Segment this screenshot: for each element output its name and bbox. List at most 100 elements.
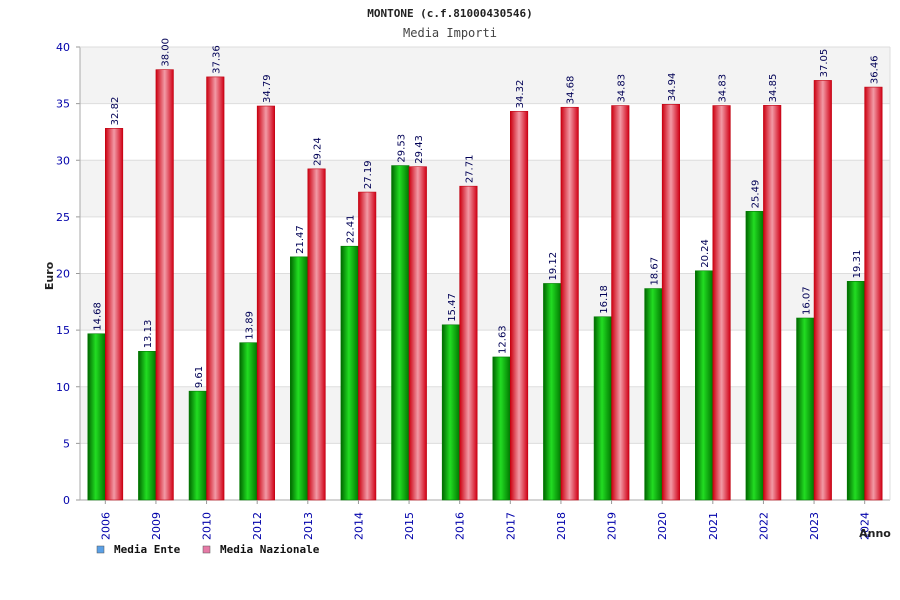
bar-media-ente — [745, 211, 764, 501]
bar-media-nazionale — [307, 168, 326, 501]
x-tick-label: 2015 — [403, 512, 416, 540]
bar-media-ente — [644, 288, 663, 501]
bar-media-nazionale — [256, 105, 275, 501]
x-axis-label: Anno — [859, 527, 891, 540]
bar-media-ente — [138, 351, 157, 501]
bar-media-ente — [695, 270, 714, 501]
data-label-media-ente: 9.61 — [194, 366, 205, 388]
y-tick-label: 15 — [56, 324, 70, 337]
bar-media-ente — [340, 245, 359, 501]
bar-media-ente — [593, 316, 612, 501]
bar-media-ente — [846, 281, 865, 501]
chart-title: MONTONE (c.f.81000430546) — [367, 7, 533, 20]
bar-media-nazionale — [105, 128, 124, 501]
data-label-media-nazionale: 34.32 — [515, 80, 526, 109]
bar-media-ente — [492, 356, 511, 501]
bar-media-nazionale — [864, 86, 883, 501]
legend: Media Ente Media Nazionale — [96, 543, 320, 556]
chart-subtitle: Media Importi — [403, 26, 497, 40]
data-label-media-nazionale: 34.83 — [616, 74, 627, 103]
bar-media-ente — [441, 324, 460, 501]
data-label-media-nazionale: 37.36 — [211, 45, 222, 74]
data-label-media-nazionale: 38.00 — [161, 38, 172, 67]
x-tick-label: 2014 — [352, 512, 365, 540]
x-tick-label: 2017 — [504, 512, 517, 540]
bar-media-ente — [290, 256, 309, 501]
x-tick-label: 2021 — [707, 512, 720, 540]
bar-media-ente — [543, 283, 562, 501]
x-tick-label: 2006 — [99, 512, 112, 540]
data-label-media-ente: 20.24 — [700, 239, 711, 268]
bar-media-ente — [796, 317, 815, 501]
x-tick-label: 2013 — [302, 512, 315, 540]
data-label-media-nazionale: 34.85 — [768, 74, 779, 103]
bar-media-nazionale — [560, 106, 579, 501]
x-tick-label: 2012 — [251, 512, 264, 540]
data-label-media-ente: 19.31 — [852, 250, 863, 279]
data-label-media-nazionale: 27.19 — [363, 160, 374, 189]
plot-area: 0 5 10 15 20 25 30 35 40 14.68 32.82 2006 13.13 38.00… — [56, 38, 891, 540]
y-tick-label: 35 — [56, 98, 70, 111]
x-tick-label: 2022 — [757, 512, 770, 540]
data-label-media-ente: 16.18 — [599, 285, 610, 314]
data-label-media-nazionale: 36.46 — [869, 55, 880, 84]
bar-media-nazionale — [155, 69, 174, 501]
bar-media-nazionale — [611, 105, 630, 501]
data-label-media-ente: 12.63 — [498, 325, 509, 354]
y-tick-label: 20 — [56, 268, 70, 281]
data-label-media-nazionale: 34.68 — [566, 76, 577, 105]
x-tick-label: 2024 — [859, 512, 872, 540]
bar-media-nazionale — [661, 104, 680, 501]
y-tick-label: 0 — [63, 494, 70, 507]
bar-media-ente — [188, 390, 207, 501]
data-label-media-ente: 21.47 — [295, 225, 306, 254]
data-label-media-ente: 19.12 — [548, 252, 559, 281]
bar-media-ente — [87, 333, 106, 501]
data-label-media-ente: 18.67 — [649, 257, 660, 286]
bar-media-nazionale — [459, 185, 478, 501]
y-axis-label: Euro — [43, 261, 56, 290]
x-tick-label: 2020 — [656, 512, 669, 540]
data-label-media-ente: 13.13 — [143, 320, 154, 349]
legend-swatch-media-nazionale — [202, 545, 211, 554]
data-label-media-nazionale: 37.05 — [819, 49, 830, 78]
data-label-media-ente: 22.41 — [346, 215, 357, 244]
data-label-media-nazionale: 29.24 — [313, 137, 324, 166]
bar-media-nazionale — [510, 111, 529, 501]
y-tick-label: 5 — [63, 437, 70, 450]
data-label-media-ente: 29.53 — [396, 134, 407, 163]
y-tick-label: 40 — [56, 41, 70, 54]
bar-media-nazionale — [408, 166, 427, 501]
y-tick-label: 30 — [56, 154, 70, 167]
bar-media-nazionale — [813, 80, 832, 501]
data-label-media-nazionale: 29.43 — [414, 135, 425, 164]
bar-media-nazionale — [763, 105, 782, 501]
bar-media-nazionale — [358, 191, 377, 501]
legend-label-media-nazionale: Media Nazionale — [220, 543, 320, 556]
data-label-media-nazionale: 34.94 — [667, 73, 678, 102]
data-label-media-ente: 13.89 — [244, 311, 255, 340]
data-label-media-ente: 14.68 — [93, 302, 104, 331]
data-label-media-ente: 25.49 — [751, 180, 762, 209]
bar-media-ente — [239, 342, 258, 501]
x-tick-label: 2019 — [606, 512, 619, 540]
x-tick-label: 2016 — [454, 512, 467, 540]
data-label-media-nazionale: 27.71 — [464, 155, 475, 184]
data-label-media-nazionale: 34.83 — [718, 74, 729, 103]
data-label-media-ente: 15.47 — [447, 293, 458, 322]
x-tick-label: 2018 — [555, 512, 568, 540]
legend-label-media-ente: Media Ente — [114, 543, 181, 556]
y-tick-label: 10 — [56, 381, 70, 394]
legend-swatch-media-ente — [96, 545, 105, 554]
data-label-media-nazionale: 32.82 — [110, 97, 121, 126]
bar-media-ente — [391, 165, 410, 501]
x-tick-label: 2010 — [201, 512, 214, 540]
bar-media-nazionale — [712, 105, 731, 501]
bar-media-nazionale — [206, 76, 225, 501]
x-tick-label: 2023 — [808, 512, 821, 540]
data-label-media-ente: 16.07 — [801, 286, 812, 315]
x-tick-label: 2009 — [150, 512, 163, 540]
y-tick-label: 25 — [56, 211, 70, 224]
data-label-media-nazionale: 34.79 — [262, 74, 273, 103]
